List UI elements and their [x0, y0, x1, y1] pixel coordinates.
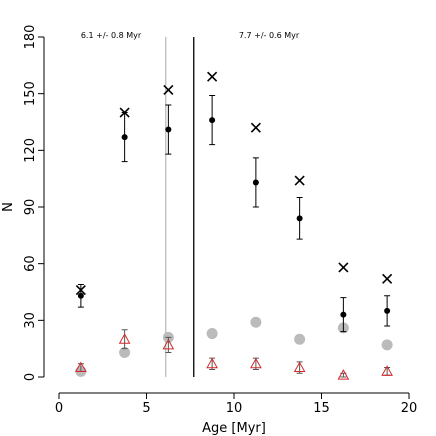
x-tick-label: 15 — [313, 401, 330, 416]
point — [206, 357, 218, 369]
point — [337, 369, 350, 380]
point — [119, 346, 131, 358]
y-tick-label: 0 — [23, 373, 38, 381]
point — [296, 215, 303, 222]
point — [118, 333, 131, 344]
point — [293, 361, 306, 373]
point — [206, 328, 218, 340]
y-tick-label: 30 — [23, 312, 38, 329]
point — [119, 107, 130, 118]
point — [252, 179, 259, 186]
point — [340, 311, 347, 318]
point — [294, 175, 305, 186]
point — [250, 316, 262, 328]
point — [162, 338, 175, 350]
point — [250, 122, 261, 133]
x-tick-label: 20 — [401, 401, 418, 416]
y-tick-label: 60 — [23, 255, 38, 272]
point — [207, 71, 218, 82]
x-tick-label: 0 — [55, 401, 63, 416]
point — [75, 361, 87, 373]
annotation: 6.1 +/- 0.8 Myr — [81, 31, 142, 40]
point — [250, 357, 262, 369]
point — [294, 333, 306, 345]
x-tick-label: 10 — [226, 401, 243, 416]
error-bar — [121, 329, 128, 350]
point — [165, 126, 172, 133]
point — [209, 117, 216, 124]
point — [384, 307, 391, 314]
point — [77, 292, 84, 299]
point — [381, 339, 393, 351]
y-tick-label: 150 — [23, 81, 38, 106]
point — [75, 285, 86, 296]
point — [163, 84, 174, 95]
y-tick-label: 120 — [23, 138, 38, 163]
x-axis-label: Age [Myr] — [202, 421, 266, 436]
y-tick-label: 180 — [23, 25, 38, 50]
annotation: 7.7 +/- 0.6 Myr — [239, 31, 300, 40]
y-tick-label: 90 — [23, 199, 38, 216]
point — [121, 134, 128, 141]
point — [382, 273, 393, 284]
point — [381, 365, 393, 376]
point — [338, 262, 349, 273]
error-bar — [384, 367, 391, 376]
y-axis-label: N — [1, 202, 16, 212]
x-tick-label: 5 — [142, 401, 150, 416]
